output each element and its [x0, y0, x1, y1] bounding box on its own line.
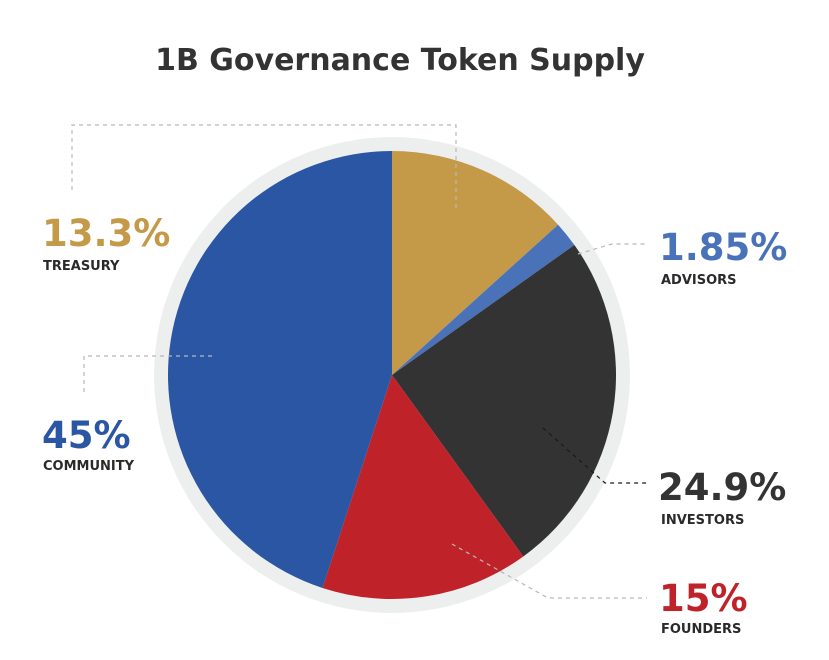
slice-category-label: TREASURY — [43, 259, 120, 274]
chart-title: 1B Governance Token Supply — [155, 43, 645, 78]
pie-slice-advisors — [392, 224, 575, 375]
slice-category-label: INVESTORS — [661, 513, 744, 528]
label-founders: 15% FOUNDERS — [659, 577, 748, 637]
slice-value-label: 13.3% — [42, 212, 170, 255]
slice-value-label: 45% — [42, 414, 131, 457]
pie-slices — [167, 151, 617, 600]
pie-slice-community — [167, 151, 392, 588]
slice-category-label: ADVISORS — [661, 273, 737, 288]
pie-slice-treasury — [392, 151, 559, 375]
label-investors: 24.9% INVESTORS — [658, 466, 786, 528]
leader-line-treasury — [71, 124, 457, 208]
slice-category-label: FOUNDERS — [661, 622, 741, 637]
label-treasury: 13.3% TREASURY — [42, 212, 170, 274]
leader-line-advisors — [577, 243, 647, 255]
leader-line-community — [83, 355, 212, 392]
slice-value-label: 15% — [659, 577, 748, 620]
pie-slice-founders — [322, 375, 524, 600]
leader-line-founders — [451, 543, 647, 599]
label-community: 45% COMMUNITY — [42, 414, 135, 474]
slice-category-label: COMMUNITY — [43, 459, 135, 474]
label-advisors: 1.85% ADVISORS — [659, 226, 787, 288]
leader-line-investors — [542, 427, 647, 484]
slice-value-label: 24.9% — [658, 466, 786, 509]
pie-slice-investors — [392, 244, 617, 557]
slice-value-label: 1.85% — [659, 226, 787, 269]
